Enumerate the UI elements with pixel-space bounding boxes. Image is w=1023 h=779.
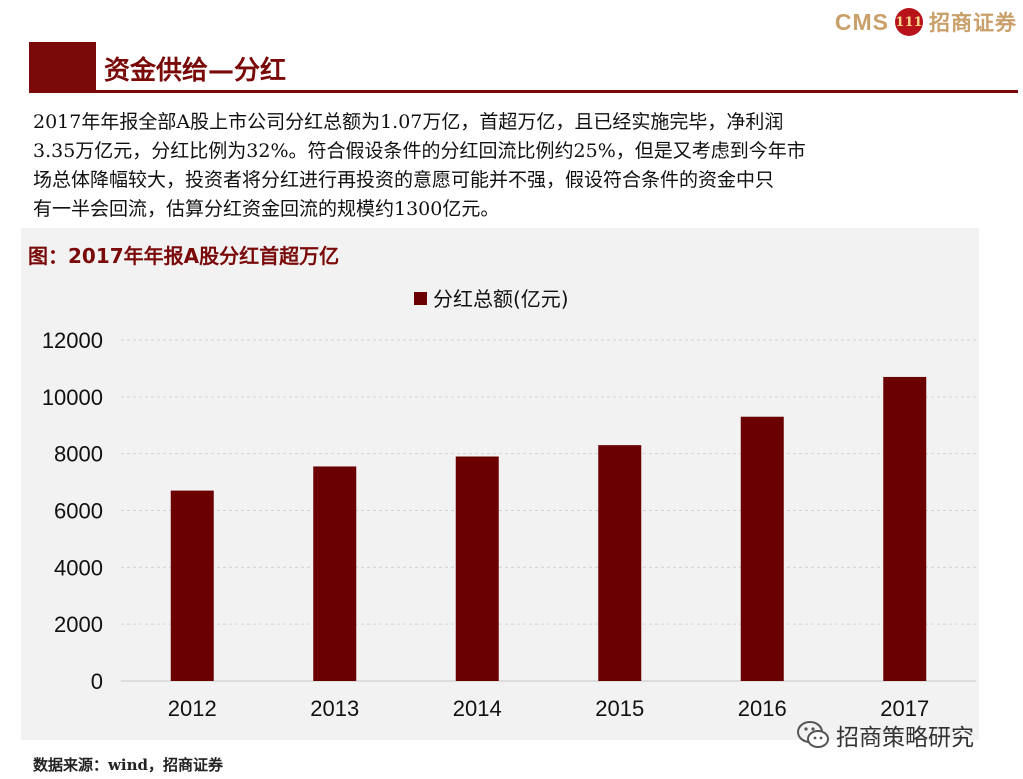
y-tick-label: 8000 bbox=[54, 442, 103, 467]
y-tick-label: 6000 bbox=[54, 499, 103, 524]
body-line: 2017年年报全部A股上市公司分红总额为1.07万亿，首超万亿，且已经实施完毕，… bbox=[33, 111, 784, 133]
wechat-icon bbox=[797, 721, 829, 748]
y-tick-label: 12000 bbox=[42, 328, 103, 353]
x-tick-label: 2012 bbox=[168, 696, 217, 721]
watermark-text: 招商策略研究 bbox=[836, 725, 974, 751]
page-title: 资金供给—分红 bbox=[104, 56, 287, 86]
x-tick-label: 2016 bbox=[738, 696, 787, 721]
body-line: 场总体降幅较大，投资者将分红进行再投资的意愿可能并不强，假设符合条件的资金中只 bbox=[33, 169, 775, 191]
bar-2016 bbox=[740, 416, 784, 681]
logo-cms-text: CMS bbox=[834, 8, 889, 35]
bar-chart: 0 2000 4000 6000 8000 10000 12000 2012 2013 2014 2… bbox=[42, 287, 976, 721]
y-tick-label: 10000 bbox=[42, 385, 103, 410]
source-note: 数据来源：wind，招商证券 bbox=[33, 756, 224, 774]
x-tick-label: 2015 bbox=[595, 696, 644, 721]
body-paragraph: 2017年年报全部A股上市公司分红总额为1.07万亿，首超万亿，且已经实施完毕，… bbox=[33, 108, 993, 224]
logo-mark-icon: 111 bbox=[895, 8, 923, 36]
wechat-watermark: 招商策略研究 bbox=[796, 718, 974, 752]
y-tick-label: 0 bbox=[91, 669, 103, 694]
bar-2012 bbox=[170, 490, 214, 681]
bar-2017 bbox=[883, 376, 927, 681]
bar-2015 bbox=[598, 445, 642, 681]
body-line: 3.35万亿元，分红比例为32%。符合假设条件的分红回流比例约25%，但是又考虑… bbox=[33, 140, 806, 162]
chart-title: 图：2017年年报A股分红首超万亿 bbox=[28, 244, 340, 268]
x-tick-label: 2017 bbox=[880, 696, 929, 721]
title-divider bbox=[96, 90, 1018, 93]
logo-name-cn: 招商证券 bbox=[929, 10, 1017, 35]
bar-2013 bbox=[313, 466, 357, 681]
y-tick-label: 4000 bbox=[54, 555, 103, 580]
body-line: 有一半会回流，估算分红资金回流的规模约1300亿元。 bbox=[33, 198, 500, 220]
x-tick-label: 2014 bbox=[453, 696, 502, 721]
brand-logo: CMS 111 招商证券 bbox=[835, 6, 1017, 38]
x-tick-label: 2013 bbox=[310, 696, 359, 721]
bar-2014 bbox=[455, 456, 499, 681]
title-accent-block bbox=[29, 42, 96, 93]
legend-swatch bbox=[414, 292, 427, 305]
legend-label: 分红总额(亿元) bbox=[433, 287, 569, 311]
y-tick-label: 2000 bbox=[54, 612, 103, 637]
